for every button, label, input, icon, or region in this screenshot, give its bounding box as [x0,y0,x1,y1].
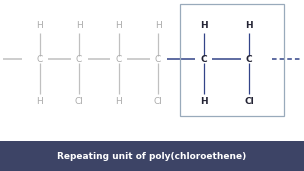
Text: C: C [155,55,161,64]
Text: H: H [155,21,161,30]
Text: C: C [116,55,122,64]
Text: Cl: Cl [74,97,84,106]
Text: Repeating unit of poly(chloroethene): Repeating unit of poly(chloroethene) [57,152,247,161]
Text: C: C [76,55,82,64]
Text: H: H [36,97,43,106]
Text: Cl: Cl [154,97,163,106]
Text: H: H [36,21,43,30]
Text: H: H [200,97,208,106]
Text: Cl: Cl [244,97,254,106]
Text: H: H [245,21,253,30]
Text: C: C [200,55,207,64]
Text: H: H [200,21,208,30]
Text: H: H [76,21,82,30]
Bar [180,4,284,116]
Text: C: C [36,55,43,64]
Text: H: H [115,97,122,106]
Text: H: H [115,21,122,30]
Text: C: C [246,55,253,64]
